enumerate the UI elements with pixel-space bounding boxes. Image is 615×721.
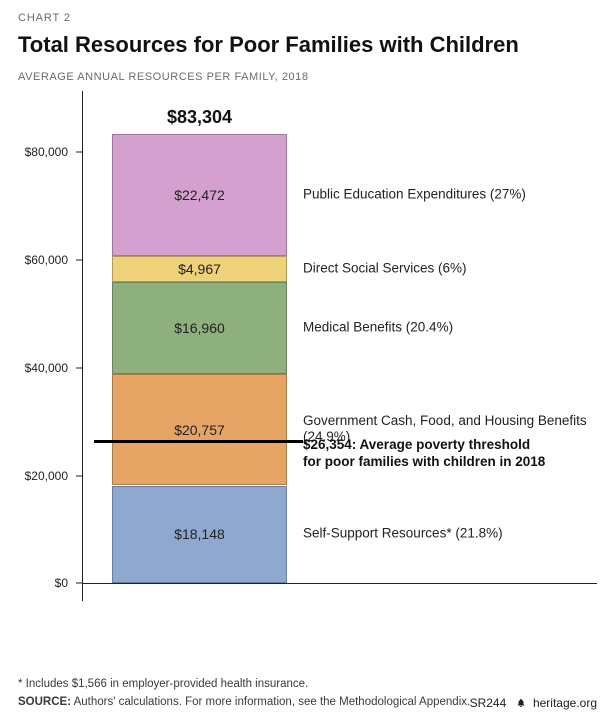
bar-segment-gov_cash: $20,757 — [112, 374, 287, 486]
y-tick-mark — [76, 475, 82, 476]
footer-right: SR244 heritage.org — [470, 695, 597, 711]
y-tick-label: $0 — [18, 576, 76, 590]
bar-segment-public_ed: $22,472 — [112, 134, 287, 255]
y-axis: $0 $20,000 $40,000 $60,000 $80,000 — [18, 91, 76, 601]
segment-value: $4,967 — [113, 261, 286, 277]
y-tick-mark — [76, 260, 82, 261]
segment-value: $20,757 — [113, 422, 286, 438]
chart-subtitle: AVERAGE ANNUAL RESOURCES PER FAMILY, 201… — [18, 71, 597, 83]
threshold-line — [94, 440, 303, 443]
y-tick-label: $60,000 — [18, 253, 76, 267]
threshold-label: $26,354: Average poverty thresholdfor po… — [303, 437, 593, 471]
doc-id: SR244 — [470, 696, 507, 710]
segment-value: $22,472 — [113, 187, 286, 203]
segment-label-public_ed: Public Education Expenditures (27%) — [303, 187, 593, 204]
plot-area: $0 $20,000 $40,000 $60,000 $80,000 $18,148 Se… — [18, 91, 597, 601]
bar-segment-medical: $16,960 — [112, 282, 287, 373]
footnote: * Includes $1,566 in employer-provided h… — [18, 677, 597, 693]
y-tick-label: $40,000 — [18, 361, 76, 375]
bar-area: $18,148 Self-Support Resources* (21.8%) $2… — [82, 91, 597, 601]
chart-container: CHART 2 Total Resources for Poor Familie… — [0, 0, 615, 721]
segment-value: $18,148 — [113, 526, 286, 542]
bell-icon — [516, 698, 526, 708]
segment-label-self_support: Self-Support Resources* (21.8%) — [303, 526, 593, 543]
bar-segment-self_support: $18,148 — [112, 486, 287, 584]
y-tick-mark — [76, 152, 82, 153]
site-label: heritage.org — [533, 696, 597, 710]
segment-label-direct_social: Direct Social Services (6%) — [303, 260, 593, 277]
y-tick-mark — [76, 367, 82, 368]
segment-label-medical: Medical Benefits (20.4%) — [303, 320, 593, 337]
x-axis-baseline — [82, 583, 597, 584]
source-label: SOURCE: — [18, 696, 71, 708]
chart-title: Total Resources for Poor Families with C… — [18, 32, 597, 57]
segment-value: $16,960 — [113, 320, 286, 336]
footer: * Includes $1,566 in employer-provided h… — [18, 677, 597, 711]
chart-number: CHART 2 — [18, 12, 597, 24]
y-tick-mark — [76, 583, 82, 584]
y-tick-label: $20,000 — [18, 469, 76, 483]
source-text: Authors' calculations. For more informat… — [71, 696, 470, 708]
total-label: $83,304 — [167, 107, 232, 128]
y-tick-label: $80,000 — [18, 145, 76, 159]
bar-segment-direct_social: $4,967 — [112, 256, 287, 283]
